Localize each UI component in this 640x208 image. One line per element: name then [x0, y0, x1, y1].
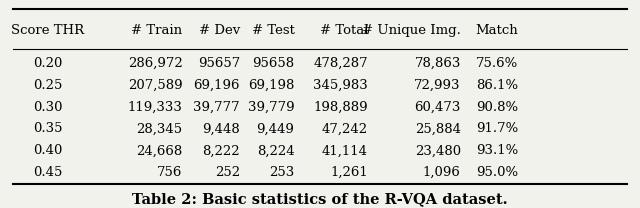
Text: 69,196: 69,196 [193, 79, 240, 92]
Text: 198,889: 198,889 [314, 101, 368, 114]
Text: 95.0%: 95.0% [476, 166, 518, 179]
Text: 8,222: 8,222 [202, 144, 240, 157]
Text: Match: Match [476, 24, 518, 37]
Text: # Dev: # Dev [199, 24, 240, 37]
Text: # Total: # Total [319, 24, 368, 37]
Text: 9,448: 9,448 [202, 123, 240, 135]
Text: 25,884: 25,884 [415, 123, 461, 135]
Text: 0.45: 0.45 [33, 166, 63, 179]
Text: 75.6%: 75.6% [476, 57, 518, 70]
Text: 60,473: 60,473 [415, 101, 461, 114]
Text: 95658: 95658 [252, 57, 294, 70]
Text: 0.20: 0.20 [33, 57, 63, 70]
Text: # Unique Img.: # Unique Img. [362, 24, 461, 37]
Text: 286,972: 286,972 [127, 57, 182, 70]
Text: 0.40: 0.40 [33, 144, 63, 157]
Text: 0.35: 0.35 [33, 123, 63, 135]
Text: 478,287: 478,287 [314, 57, 368, 70]
Text: 345,983: 345,983 [313, 79, 368, 92]
Text: 756: 756 [157, 166, 182, 179]
Text: 69,198: 69,198 [248, 79, 294, 92]
Text: 9,449: 9,449 [257, 123, 294, 135]
Text: 24,668: 24,668 [136, 144, 182, 157]
Text: 47,242: 47,242 [322, 123, 368, 135]
Text: 95657: 95657 [198, 57, 240, 70]
Text: 253: 253 [269, 166, 294, 179]
Text: 207,589: 207,589 [128, 79, 182, 92]
Text: 0.25: 0.25 [33, 79, 63, 92]
Text: 72,993: 72,993 [414, 79, 461, 92]
Text: 8,224: 8,224 [257, 144, 294, 157]
Text: 28,345: 28,345 [136, 123, 182, 135]
Text: Score THR: Score THR [12, 24, 84, 37]
Text: 119,333: 119,333 [127, 101, 182, 114]
Text: 86.1%: 86.1% [476, 79, 518, 92]
Text: 90.8%: 90.8% [476, 101, 518, 114]
Text: 78,863: 78,863 [415, 57, 461, 70]
Text: 39,779: 39,779 [248, 101, 294, 114]
Text: 0.30: 0.30 [33, 101, 63, 114]
Text: 91.7%: 91.7% [476, 123, 518, 135]
Text: 1,261: 1,261 [330, 166, 368, 179]
Text: # Test: # Test [252, 24, 294, 37]
Text: 39,777: 39,777 [193, 101, 240, 114]
Text: 93.1%: 93.1% [476, 144, 518, 157]
Text: Table 2: Basic statistics of the R-VQA dataset.: Table 2: Basic statistics of the R-VQA d… [132, 192, 508, 206]
Text: # Train: # Train [131, 24, 182, 37]
Text: 41,114: 41,114 [322, 144, 368, 157]
Text: 252: 252 [215, 166, 240, 179]
Text: 23,480: 23,480 [415, 144, 461, 157]
Text: 1,096: 1,096 [423, 166, 461, 179]
